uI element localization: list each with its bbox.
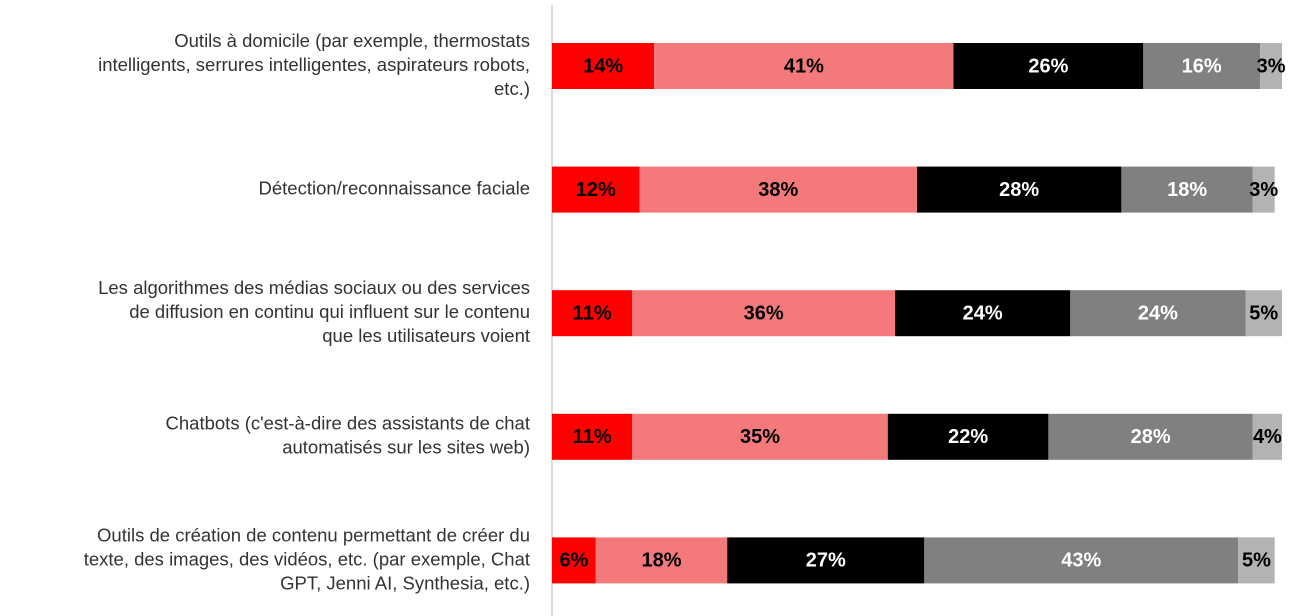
bar-segment	[1070, 290, 1246, 337]
bar-segment	[552, 290, 633, 337]
bar-segment	[1121, 166, 1253, 213]
bar-segment	[1260, 43, 1282, 89]
value-label: 26%	[1028, 55, 1068, 77]
value-label: 24%	[963, 302, 1003, 324]
value-label: 3%	[1257, 55, 1286, 77]
value-label: 12%	[576, 179, 616, 201]
value-label: 6%	[559, 550, 588, 572]
bar-segment	[639, 166, 917, 213]
value-label: 35%	[740, 426, 780, 448]
bar-segment	[654, 43, 954, 89]
value-label: 28%	[1131, 426, 1171, 448]
bar-segment	[595, 537, 728, 584]
bar-segment	[552, 166, 640, 213]
bar-segment	[1245, 290, 1282, 337]
category-label: GPT, Jenni AI, Synthesia, etc.)	[280, 572, 530, 593]
value-label: 5%	[1249, 302, 1278, 324]
value-label: 5%	[1242, 550, 1271, 572]
value-label: 16%	[1182, 55, 1222, 77]
bar-segment	[727, 537, 925, 584]
bar-segment	[924, 537, 1239, 584]
value-label: 27%	[806, 550, 846, 572]
value-label: 11%	[573, 426, 612, 448]
bar-segment	[1238, 537, 1275, 584]
value-label: 3%	[1249, 179, 1278, 201]
value-label: 14%	[583, 55, 623, 77]
category-label: Outils à domicile (par exemple, thermost…	[174, 30, 530, 51]
bar-segment	[1143, 43, 1261, 89]
value-label: 4%	[1253, 426, 1282, 448]
category-label: que les utilisateurs voient	[322, 325, 530, 346]
value-label: 28%	[999, 179, 1039, 201]
value-label: 18%	[641, 550, 681, 572]
bar-segment	[1252, 166, 1275, 213]
category-label: de diffusion en continu qui influent sur…	[129, 301, 530, 322]
category-label: Détection/reconnaissance faciale	[259, 177, 531, 198]
bar-segment	[895, 290, 1071, 337]
bar-segment	[953, 43, 1144, 89]
value-label: 43%	[1061, 550, 1101, 572]
bar-segment	[632, 413, 888, 460]
bar-segment	[632, 290, 896, 337]
value-label: 38%	[758, 179, 798, 201]
category-label: etc.)	[494, 78, 530, 99]
bar-segment	[552, 413, 633, 460]
value-label: 36%	[744, 302, 784, 324]
bar-segment	[1252, 413, 1282, 460]
value-label: 24%	[1138, 302, 1178, 324]
bar-segment	[917, 166, 1122, 213]
value-label: 22%	[948, 426, 988, 448]
value-label: 18%	[1167, 179, 1207, 201]
category-label: intelligents, serrures intelligentes, as…	[98, 54, 530, 75]
category-label: texte, des images, des vidéos, etc. (par…	[84, 548, 530, 569]
value-label: 11%	[573, 302, 612, 324]
bar-segment	[1048, 413, 1253, 460]
category-label: Les algorithmes des médias sociaux ou de…	[98, 277, 530, 298]
value-label: 41%	[784, 55, 824, 77]
category-label: Chatbots (c'est-à-dire des assistants de…	[166, 413, 530, 434]
bar-segment	[552, 537, 596, 584]
category-label: automatisés sur les sites web)	[282, 437, 530, 458]
category-label: Outils de création de contenu permettant…	[97, 524, 530, 545]
bar-segment	[887, 413, 1049, 460]
bar-segment	[552, 43, 655, 89]
